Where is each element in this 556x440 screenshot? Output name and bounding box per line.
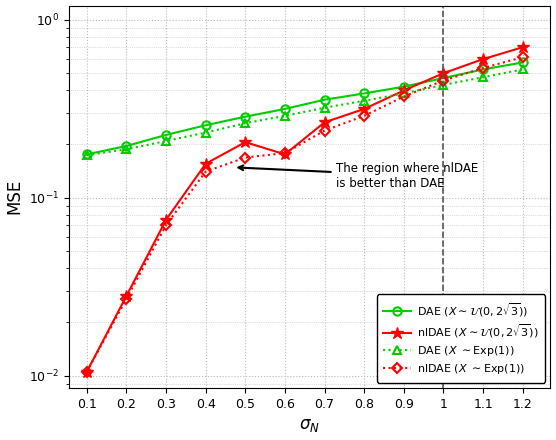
- DAE ($X \sim \mathcal{U}(0, 2\sqrt{3})$): [440, 75, 447, 81]
- DAE ($X$ $\sim$Exp(1)): [519, 67, 526, 72]
- Line: nlDAE ($X$ $\sim$Exp(1)): nlDAE ($X$ $\sim$Exp(1)): [83, 54, 526, 375]
- Line: nlDAE ($X \sim \mathcal{U}(0, 2\sqrt{3})$): nlDAE ($X \sim \mathcal{U}(0, 2\sqrt{3})…: [81, 41, 529, 378]
- DAE ($X$ $\sim$Exp(1)): [123, 147, 130, 152]
- Line: DAE ($X$ $\sim$Exp(1)): DAE ($X$ $\sim$Exp(1)): [83, 65, 527, 159]
- nlDAE ($X \sim \mathcal{U}(0, 2\sqrt{3})$): [123, 293, 130, 299]
- nlDAE ($X \sim \mathcal{U}(0, 2\sqrt{3})$): [519, 44, 526, 50]
- DAE ($X$ $\sim$Exp(1)): [242, 121, 249, 126]
- nlDAE ($X$ $\sim$Exp(1)): [83, 369, 90, 374]
- DAE ($X \sim \mathcal{U}(0, 2\sqrt{3})$): [83, 152, 90, 157]
- nlDAE ($X \sim \mathcal{U}(0, 2\sqrt{3})$): [480, 56, 486, 62]
- nlDAE ($X$ $\sim$Exp(1)): [321, 128, 328, 133]
- DAE ($X \sim \mathcal{U}(0, 2\sqrt{3})$): [163, 132, 170, 138]
- DAE ($X \sim \mathcal{U}(0, 2\sqrt{3})$): [480, 67, 486, 72]
- DAE ($X$ $\sim$Exp(1)): [321, 105, 328, 110]
- DAE ($X$ $\sim$Exp(1)): [440, 82, 447, 88]
- nlDAE ($X \sim \mathcal{U}(0, 2\sqrt{3})$): [83, 369, 90, 374]
- DAE ($X \sim \mathcal{U}(0, 2\sqrt{3})$): [242, 114, 249, 119]
- nlDAE ($X \sim \mathcal{U}(0, 2\sqrt{3})$): [242, 139, 249, 145]
- nlDAE ($X$ $\sim$Exp(1)): [163, 223, 170, 228]
- X-axis label: $\sigma_N$: $\sigma_N$: [299, 416, 320, 434]
- nlDAE ($X \sim \mathcal{U}(0, 2\sqrt{3})$): [400, 88, 407, 93]
- DAE ($X$ $\sim$Exp(1)): [400, 91, 407, 96]
- nlDAE ($X \sim \mathcal{U}(0, 2\sqrt{3})$): [440, 70, 447, 76]
- DAE ($X \sim \mathcal{U}(0, 2\sqrt{3})$): [400, 84, 407, 89]
- DAE ($X$ $\sim$Exp(1)): [480, 74, 486, 80]
- DAE ($X \sim \mathcal{U}(0, 2\sqrt{3})$): [123, 143, 130, 149]
- DAE ($X$ $\sim$Exp(1)): [202, 130, 209, 135]
- Y-axis label: MSE: MSE: [6, 179, 23, 214]
- nlDAE ($X$ $\sim$Exp(1)): [400, 94, 407, 99]
- Legend: DAE ($X \sim \mathcal{U}(0, 2\sqrt{3})$), nlDAE ($X \sim \mathcal{U}(0, 2\sqrt{3: DAE ($X \sim \mathcal{U}(0, 2\sqrt{3})$)…: [377, 294, 545, 383]
- DAE ($X$ $\sim$Exp(1)): [83, 153, 90, 158]
- nlDAE ($X$ $\sim$Exp(1)): [519, 55, 526, 60]
- nlDAE ($X$ $\sim$Exp(1)): [123, 296, 130, 301]
- Text: The region where nlDAE
is better than DAE: The region where nlDAE is better than DA…: [239, 161, 479, 190]
- nlDAE ($X \sim \mathcal{U}(0, 2\sqrt{3})$): [163, 217, 170, 223]
- Line: DAE ($X \sim \mathcal{U}(0, 2\sqrt{3})$): DAE ($X \sim \mathcal{U}(0, 2\sqrt{3})$): [83, 58, 527, 158]
- nlDAE ($X \sim \mathcal{U}(0, 2\sqrt{3})$): [281, 152, 288, 157]
- DAE ($X \sim \mathcal{U}(0, 2\sqrt{3})$): [519, 60, 526, 65]
- DAE ($X$ $\sim$Exp(1)): [361, 98, 368, 103]
- DAE ($X$ $\sim$Exp(1)): [163, 138, 170, 143]
- nlDAE ($X \sim \mathcal{U}(0, 2\sqrt{3})$): [321, 120, 328, 125]
- nlDAE ($X$ $\sim$Exp(1)): [440, 78, 447, 83]
- nlDAE ($X$ $\sim$Exp(1)): [242, 155, 249, 160]
- DAE ($X$ $\sim$Exp(1)): [281, 113, 288, 118]
- nlDAE ($X$ $\sim$Exp(1)): [281, 150, 288, 156]
- DAE ($X \sim \mathcal{U}(0, 2\sqrt{3})$): [281, 106, 288, 112]
- nlDAE ($X \sim \mathcal{U}(0, 2\sqrt{3})$): [202, 161, 209, 166]
- nlDAE ($X$ $\sim$Exp(1)): [480, 66, 486, 71]
- DAE ($X \sim \mathcal{U}(0, 2\sqrt{3})$): [361, 91, 368, 96]
- DAE ($X \sim \mathcal{U}(0, 2\sqrt{3})$): [202, 123, 209, 128]
- nlDAE ($X \sim \mathcal{U}(0, 2\sqrt{3})$): [361, 106, 368, 112]
- nlDAE ($X$ $\sim$Exp(1)): [202, 169, 209, 174]
- DAE ($X \sim \mathcal{U}(0, 2\sqrt{3})$): [321, 97, 328, 103]
- nlDAE ($X$ $\sim$Exp(1)): [361, 113, 368, 118]
